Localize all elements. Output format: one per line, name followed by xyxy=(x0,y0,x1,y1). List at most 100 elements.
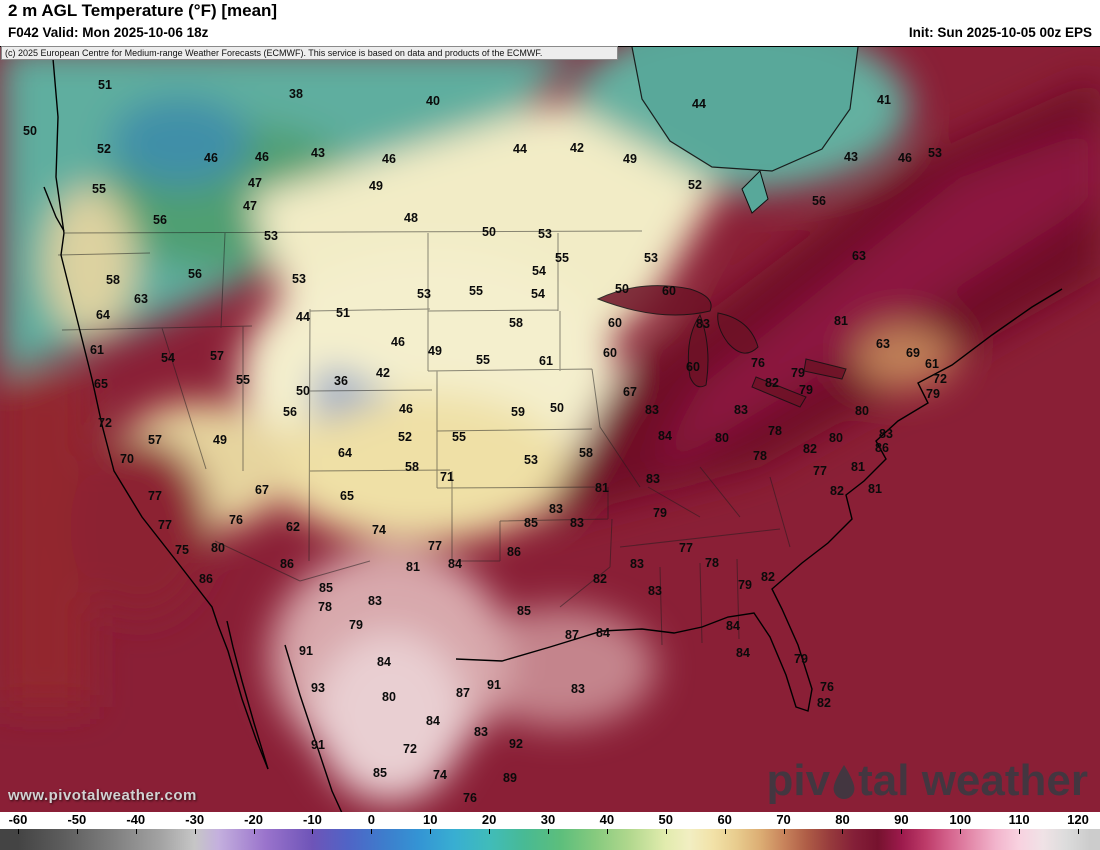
temp-label: 71 xyxy=(440,470,454,484)
state-borders xyxy=(57,230,791,646)
colorbar-tick-label: -40 xyxy=(126,812,146,827)
temp-label: 53 xyxy=(928,146,942,160)
temp-label: 83 xyxy=(630,557,644,571)
temp-label: 65 xyxy=(94,377,108,391)
temp-label: 84 xyxy=(736,646,750,660)
temp-label: 49 xyxy=(623,152,637,166)
temp-label: 59 xyxy=(511,405,525,419)
colorbar-tick-mark xyxy=(783,829,785,834)
temp-label: 82 xyxy=(593,572,607,586)
temp-label: 74 xyxy=(433,768,447,782)
temp-label: 79 xyxy=(653,506,667,520)
colorbar-tick-mark xyxy=(960,829,962,834)
temp-label: 77 xyxy=(148,489,162,503)
temp-label: 52 xyxy=(688,178,702,192)
hudson-bay xyxy=(631,47,859,172)
temp-label: 50 xyxy=(296,384,310,398)
temp-label: 46 xyxy=(204,151,218,165)
colorbar-gradient xyxy=(0,829,1100,850)
colorbar-tick-label: 80 xyxy=(835,812,850,827)
temp-label: 79 xyxy=(738,578,752,592)
colorbar-tick-label: 20 xyxy=(481,812,497,827)
temp-label: 50 xyxy=(482,225,496,239)
temp-label: 76 xyxy=(751,356,765,370)
temp-label: 46 xyxy=(391,335,405,349)
temp-label: 87 xyxy=(456,686,470,700)
temp-label: 77 xyxy=(428,539,442,553)
temp-label: 57 xyxy=(148,433,162,447)
temp-label: 82 xyxy=(817,696,831,710)
colorbar-tick-label: -30 xyxy=(185,812,205,827)
temp-label: 49 xyxy=(369,179,383,193)
temp-label: 69 xyxy=(906,346,920,360)
temp-label: 78 xyxy=(318,600,332,614)
temp-label: 53 xyxy=(264,229,278,243)
temp-label: 83 xyxy=(570,516,584,530)
temp-label: 56 xyxy=(812,194,826,208)
temp-label: 54 xyxy=(161,351,175,365)
temp-label: 83 xyxy=(696,317,710,331)
temp-label: 44 xyxy=(513,142,527,156)
colorbar-tick-label: 120 xyxy=(1067,812,1089,827)
temp-label: 51 xyxy=(98,78,112,92)
temp-label: 36 xyxy=(334,374,348,388)
temp-label: 83 xyxy=(648,584,662,598)
temp-label: 80 xyxy=(855,404,869,418)
temp-label: 72 xyxy=(933,372,947,386)
temp-label: 63 xyxy=(876,337,890,351)
temp-label: 80 xyxy=(211,541,225,555)
temp-label: 86 xyxy=(507,545,521,559)
temp-label: 47 xyxy=(248,176,262,190)
temp-label: 53 xyxy=(292,272,306,286)
temp-label: 80 xyxy=(382,690,396,704)
temp-label: 85 xyxy=(319,581,333,595)
temp-label: 79 xyxy=(791,366,805,380)
temp-label: 60 xyxy=(608,316,622,330)
temp-label: 85 xyxy=(517,604,531,618)
temp-label: 50 xyxy=(615,282,629,296)
temp-label: 86 xyxy=(875,441,889,455)
temp-label: 50 xyxy=(23,124,37,138)
temp-label: 62 xyxy=(286,520,300,534)
temp-label: 53 xyxy=(644,251,658,265)
temp-label: 79 xyxy=(349,618,363,632)
colorbar-tick-label: -20 xyxy=(244,812,263,827)
temp-label: 81 xyxy=(834,314,848,328)
temp-label: 75 xyxy=(175,543,189,557)
temp-label: 84 xyxy=(426,714,440,728)
temp-label: 78 xyxy=(753,449,767,463)
temp-label: 52 xyxy=(398,430,412,444)
temp-label: 58 xyxy=(405,460,419,474)
temp-label: 53 xyxy=(524,453,538,467)
colorbar-tick-mark xyxy=(312,829,314,834)
temp-label: 77 xyxy=(679,541,693,555)
temp-label: 81 xyxy=(595,481,609,495)
temp-label: 60 xyxy=(662,284,676,298)
colorbar-tick-mark xyxy=(371,829,373,834)
temp-label: 81 xyxy=(868,482,882,496)
temp-label: 61 xyxy=(539,354,553,368)
temp-label: 76 xyxy=(463,791,477,805)
temp-label: 83 xyxy=(734,403,748,417)
temp-label: 55 xyxy=(469,284,483,298)
temp-label: 82 xyxy=(761,570,775,584)
colorbar-tick-label: -60 xyxy=(8,812,28,827)
pivotal-weather-watermark: piv tal weather xyxy=(767,759,1088,803)
temp-label: 83 xyxy=(646,472,660,486)
temp-label: 57 xyxy=(210,349,224,363)
colorbar-tick-mark xyxy=(724,829,726,834)
colorbar-tick-label: -10 xyxy=(303,812,322,827)
temp-label: 83 xyxy=(474,725,488,739)
temperature-map: 51 38 40 44 41 50 52 46 46 43 46 44 42 49 43 46 53 55 47 49… xyxy=(0,46,1100,813)
colorbar-tick-mark xyxy=(1078,829,1080,834)
temp-label: 44 xyxy=(692,97,706,111)
ecmwf-attribution: (c) 2025 European Centre for Medium-rang… xyxy=(1,46,618,60)
colorbar-tick-mark xyxy=(489,829,491,834)
colorbar-tick-mark xyxy=(606,829,608,834)
temp-label: 61 xyxy=(925,357,939,371)
colorbar-tick-mark xyxy=(548,829,549,834)
temp-label: 52 xyxy=(97,142,111,156)
temp-label: 55 xyxy=(236,373,250,387)
colorbar-tick-label: -50 xyxy=(67,812,87,827)
temp-label: 58 xyxy=(106,273,120,287)
